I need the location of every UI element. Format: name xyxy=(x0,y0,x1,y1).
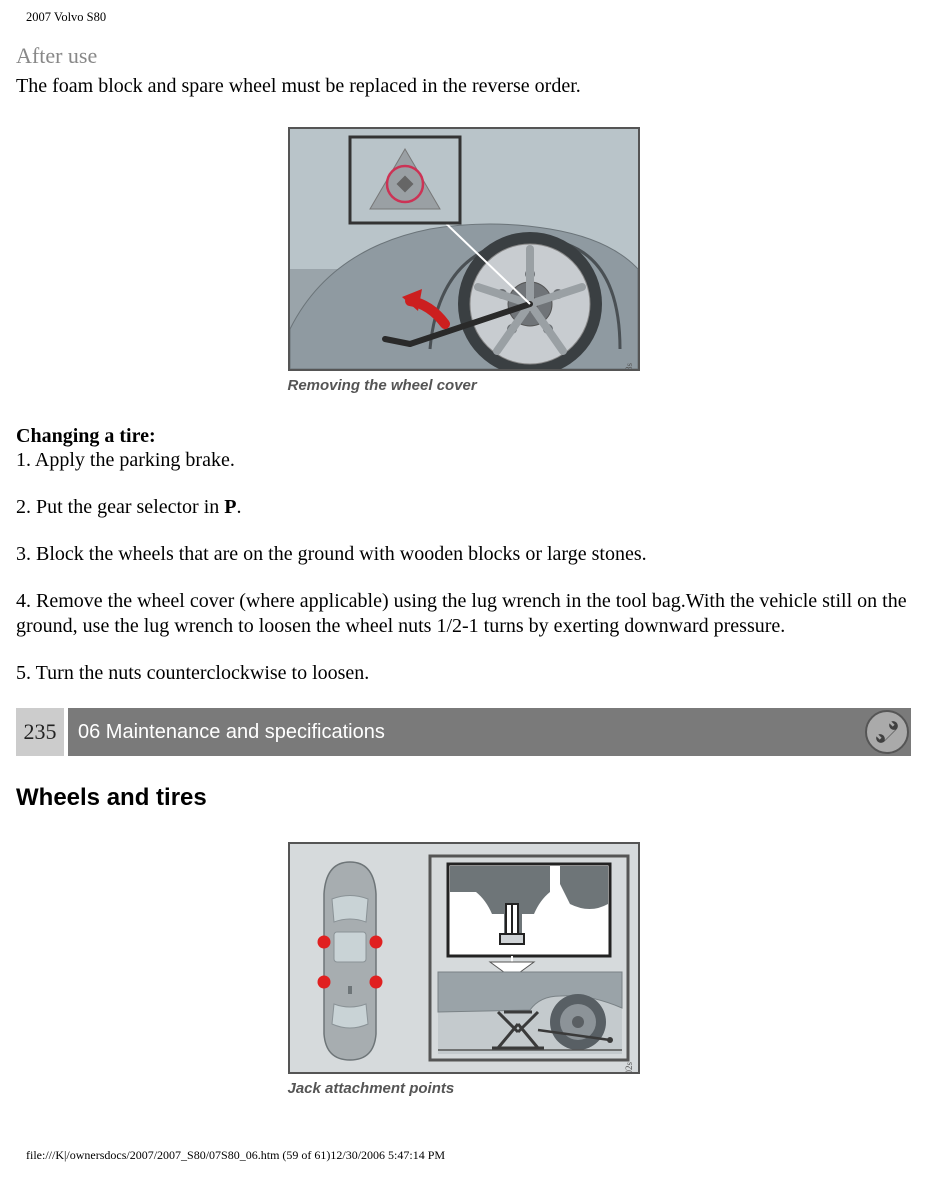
section-bar: 235 06 Maintenance and specifications xyxy=(16,708,911,756)
section-page-number: 235 xyxy=(16,708,64,756)
step-2-bold: P xyxy=(224,496,236,518)
figure-2-illustration: 7700802s xyxy=(288,842,640,1074)
step-3-text: Block the wheels that are on the ground … xyxy=(36,543,647,565)
step-2-suffix: . xyxy=(237,496,242,518)
step-4: 4. Remove the wheel cover (where applica… xyxy=(16,589,911,639)
figure-1-side-label: 7700808s xyxy=(624,363,634,371)
step-1-num: 1. xyxy=(16,449,31,471)
step-2: 2. Put the gear selector in P. xyxy=(16,495,911,520)
after-use-text: The foam block and spare wheel must be r… xyxy=(16,73,911,99)
step-4-num: 4. xyxy=(16,590,31,612)
step-5-text: Turn the nuts counterclockwise to loosen… xyxy=(36,662,370,684)
section-bar-icon-wrap xyxy=(863,708,911,756)
figure-1-caption: Removing the wheel cover xyxy=(288,377,640,394)
wrench-icon xyxy=(865,710,909,754)
document-page: 2007 Volvo S80 After use The foam block … xyxy=(0,0,927,1183)
figure-2-side-label: 7700802s xyxy=(624,1062,634,1074)
document-header: 2007 Volvo S80 xyxy=(26,10,911,25)
footer-file-path: file:///K|/ownersdocs/2007/2007_S80/07S8… xyxy=(26,1148,911,1163)
step-3-num: 3. xyxy=(16,543,31,565)
after-use-title: After use xyxy=(16,43,911,69)
step-2-num: 2. xyxy=(16,496,31,518)
step-1: 1. Apply the parking brake. xyxy=(16,448,911,473)
changing-tire-heading: Changing a tire: xyxy=(16,425,911,448)
step-5-num: 5. xyxy=(16,662,31,684)
figure-1-wrap: 7700808s Removing the wheel cover xyxy=(16,127,911,395)
step-3: 3. Block the wheels that are on the grou… xyxy=(16,542,911,567)
figure-1-illustration: 7700808s xyxy=(288,127,640,371)
step-5: 5. Turn the nuts counterclockwise to loo… xyxy=(16,661,911,686)
step-2-prefix: Put the gear selector in xyxy=(36,496,224,518)
step-1-text: Apply the parking brake. xyxy=(35,449,235,471)
step-4-text: Remove the wheel cover (where applicable… xyxy=(16,590,907,637)
section-bar-title: 06 Maintenance and specifications xyxy=(68,708,863,756)
wheels-tires-heading: Wheels and tires xyxy=(16,784,911,812)
figure-2-caption: Jack attachment points xyxy=(288,1080,640,1097)
figure-2-wrap: 7700802s Jack attachment points xyxy=(16,842,911,1098)
